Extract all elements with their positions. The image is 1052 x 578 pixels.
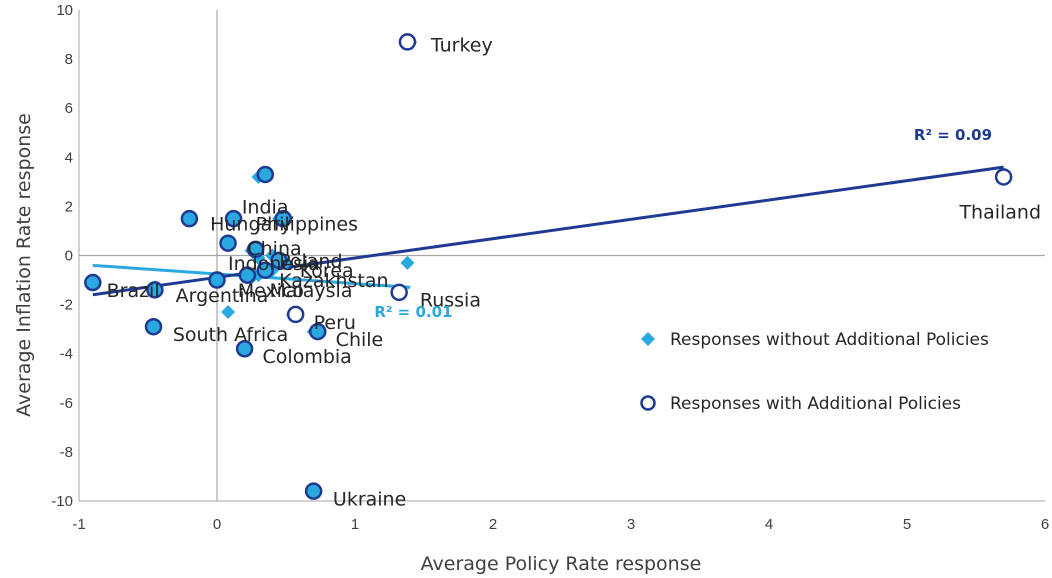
circle-point xyxy=(238,266,257,284)
diamond-point xyxy=(400,255,415,270)
circle-point xyxy=(146,281,164,299)
circle-point xyxy=(180,209,199,228)
diamond-point xyxy=(221,304,236,319)
point-label: Korea xyxy=(300,260,354,282)
point-label: South Africa xyxy=(173,324,288,346)
y-tick-label: -4 xyxy=(60,346,73,363)
point-label: Chile xyxy=(336,329,384,351)
circle-point xyxy=(286,305,305,324)
point-label: Hungary xyxy=(210,214,291,236)
legend-diamond-marker xyxy=(641,332,655,346)
point-label: Ukraine xyxy=(333,489,406,511)
point-label: Peru xyxy=(314,312,356,334)
legend: Responses without Additional Policies Res… xyxy=(640,330,989,414)
x-tick-label: 5 xyxy=(903,516,911,533)
r-squared-without-policies: R² = 0.01 xyxy=(374,303,452,321)
circle-point xyxy=(246,240,265,259)
point-label: Malaysia xyxy=(269,280,352,302)
legend-circle-marker xyxy=(640,395,656,411)
point-label: Colombia xyxy=(263,346,352,368)
point-label: Poland xyxy=(279,250,342,272)
point-label: Argentina xyxy=(176,285,269,307)
circle-point xyxy=(256,261,275,279)
point-label: Indonesia xyxy=(228,253,320,275)
circle-point xyxy=(219,234,237,252)
circle-point xyxy=(235,340,254,358)
point-label: Russia xyxy=(420,290,481,312)
circle-point xyxy=(398,33,417,51)
data-points xyxy=(84,33,1013,500)
point-label: Turkey xyxy=(430,34,493,56)
circle-point xyxy=(270,251,288,270)
circle-point xyxy=(274,209,292,228)
y-tick-label: 4 xyxy=(65,149,73,166)
circle-point xyxy=(144,317,163,336)
y-tick-label: 10 xyxy=(56,2,73,19)
x-tick-label: 2 xyxy=(489,516,497,533)
y-tick-label: 8 xyxy=(65,51,73,68)
y-tick-label: 6 xyxy=(65,100,73,117)
circle-point xyxy=(390,283,408,302)
x-axis-title: Average Policy Rate response xyxy=(421,553,702,575)
point-labels: TurkeyThailandIndiaHungaryPhilippinesChi… xyxy=(107,34,1041,510)
x-tick-label: 1 xyxy=(351,516,359,533)
x-tick-label: -1 xyxy=(72,516,85,533)
point-label: Kazakhstan xyxy=(279,270,388,292)
y-axis-title: Average Inflation Rate response xyxy=(13,113,35,417)
circle-point xyxy=(224,209,243,228)
y-tick-label: 2 xyxy=(65,198,73,215)
x-tick-label: 3 xyxy=(627,516,635,533)
r-squared-with-policies: R² = 0.09 xyxy=(914,126,992,144)
circle-point xyxy=(256,165,275,184)
point-label: India xyxy=(242,196,289,218)
circle-point xyxy=(308,322,327,341)
x-tick-label: 0 xyxy=(213,516,221,533)
point-label: Brazil xyxy=(107,280,160,302)
circle-point xyxy=(304,482,323,500)
circle-point xyxy=(84,273,102,292)
y-tick-label: -10 xyxy=(51,493,73,510)
y-tick-label: -6 xyxy=(60,395,73,412)
circle-point xyxy=(994,168,1013,186)
y-tick-label: -2 xyxy=(60,297,73,314)
legend-label-without-policies: Responses without Additional Policies xyxy=(670,330,989,350)
r-squared-labels: R² = 0.09 R² = 0.01 xyxy=(374,126,992,321)
x-tick-label: 6 xyxy=(1041,516,1049,533)
y-tick-label: -8 xyxy=(60,444,73,461)
x-tick-label: 4 xyxy=(765,516,773,533)
point-label: Mexico xyxy=(238,280,304,302)
legend-label-with-policies: Responses with Additional Policies xyxy=(670,394,961,414)
point-label: China xyxy=(247,238,301,260)
circle-point xyxy=(208,271,226,289)
point-label: Philippines xyxy=(256,214,358,236)
y-tick-label: 0 xyxy=(65,248,73,265)
point-label: Thailand xyxy=(958,201,1041,223)
